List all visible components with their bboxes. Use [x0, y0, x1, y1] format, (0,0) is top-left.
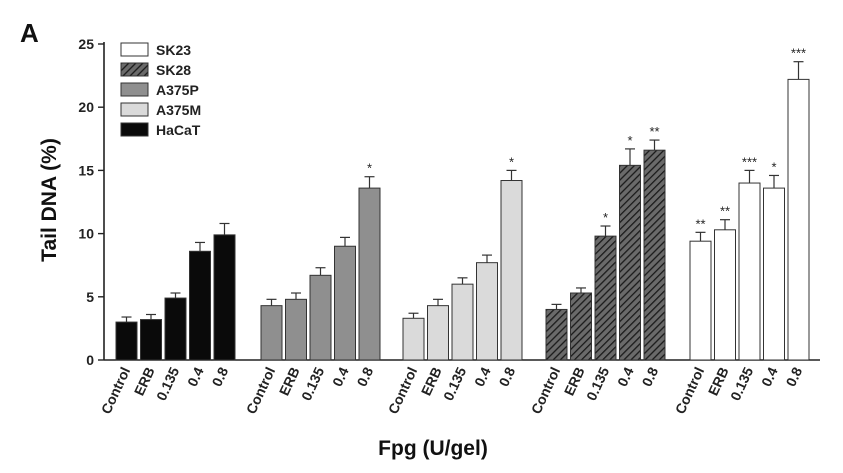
- x-category-label: 0.4: [758, 364, 781, 389]
- x-category-label: 0.4: [329, 364, 352, 389]
- legend-label: A375M: [156, 102, 201, 118]
- panel-label: A: [20, 18, 39, 48]
- bar: [763, 187, 785, 361]
- bar: [570, 292, 592, 361]
- legend-label: SK28: [156, 62, 191, 78]
- bar: [594, 235, 617, 361]
- x-category-label: Control: [98, 365, 134, 417]
- y-tick-label: 25: [78, 36, 94, 52]
- bar: [500, 180, 523, 361]
- x-category-label: 0.8: [638, 364, 661, 389]
- bar: [115, 321, 138, 361]
- bar: [189, 250, 211, 361]
- x-category-label: 0.135: [583, 364, 612, 403]
- bar: [402, 317, 425, 361]
- bar: [140, 319, 162, 361]
- bar: [714, 229, 736, 361]
- legend: SK23 SK28 A375P A375M HaCaT: [120, 42, 201, 138]
- significance-marker: **: [720, 204, 730, 219]
- significance-marker: *: [603, 210, 608, 225]
- x-category-label: 0.8: [782, 364, 805, 389]
- bar: [545, 308, 568, 361]
- legend-swatch: [120, 102, 149, 117]
- legend-label: A375P: [156, 82, 199, 98]
- bar: [451, 283, 474, 361]
- y-tick-label: 0: [86, 352, 94, 368]
- bar: [427, 305, 449, 361]
- legend-swatch: [120, 122, 149, 137]
- bar: [285, 298, 307, 361]
- x-category-label: Control: [672, 365, 708, 417]
- y-tick-label: 20: [78, 99, 94, 115]
- bar: [358, 187, 381, 361]
- x-category-label: 0.4: [184, 364, 207, 389]
- x-axis-title: Fpg (U/gel): [378, 437, 488, 460]
- significance-marker: *: [627, 133, 632, 148]
- bar: [738, 182, 761, 361]
- significance-marker: *: [367, 161, 372, 176]
- x-category-label: 0.135: [298, 364, 327, 403]
- x-category-label: Control: [385, 365, 421, 417]
- x-category-label: 0.4: [614, 364, 637, 389]
- legend-swatch: [120, 82, 149, 97]
- significance-marker: ***: [742, 154, 757, 169]
- bar: [213, 234, 236, 361]
- x-category-label: Control: [528, 365, 564, 417]
- x-category-label: 0.135: [153, 364, 182, 403]
- x-category-label: 0.8: [495, 364, 518, 389]
- bar: [164, 297, 187, 361]
- significance-marker: *: [771, 159, 776, 174]
- x-category-label: 0.4: [471, 364, 494, 389]
- bar: [643, 149, 666, 361]
- significance-marker: ***: [791, 46, 806, 61]
- legend-label: HaCaT: [156, 122, 201, 138]
- y-tick-label: 5: [86, 289, 94, 305]
- bar: [334, 245, 356, 361]
- bar: [619, 164, 641, 361]
- legend-swatch: [120, 42, 149, 57]
- x-category-label: 0.135: [727, 364, 756, 403]
- bar: [689, 240, 712, 361]
- significance-marker: **: [649, 124, 659, 139]
- legend-label: SK23: [156, 42, 191, 58]
- x-category-label: Control: [243, 365, 279, 417]
- bar: [787, 78, 810, 361]
- legend-swatch: [120, 62, 149, 77]
- x-category-label: 0.8: [353, 364, 376, 389]
- x-category-label: 0.135: [440, 364, 469, 403]
- bar: [260, 305, 283, 361]
- significance-marker: *: [509, 154, 514, 169]
- significance-marker: **: [695, 216, 705, 231]
- y-axis-title: Tail DNA (%): [38, 138, 61, 262]
- bar: [476, 262, 498, 361]
- x-category-label: 0.8: [208, 364, 231, 389]
- y-tick-label: 15: [78, 162, 94, 178]
- bar: [309, 274, 332, 361]
- y-tick-label: 10: [78, 226, 94, 242]
